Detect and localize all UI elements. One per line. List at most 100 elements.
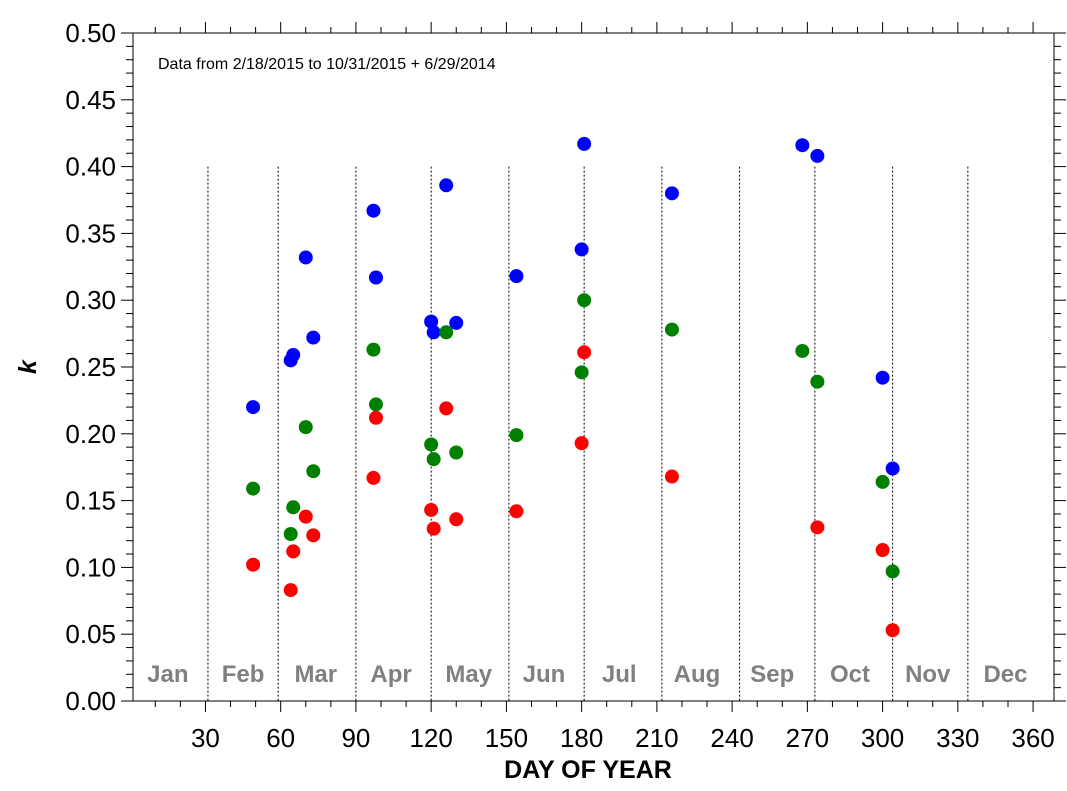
month-label: Jul <box>602 661 637 688</box>
data-point-green <box>509 428 524 443</box>
data-point-green <box>368 397 383 412</box>
data-point-green <box>795 343 810 358</box>
x-tick-label: 270 <box>786 723 829 753</box>
month-label: May <box>445 661 492 688</box>
data-point-red <box>449 512 464 527</box>
data-point-green <box>449 445 464 460</box>
data-point-green <box>424 437 439 452</box>
y-tick-label: 0.30 <box>65 285 116 315</box>
data-point-green <box>283 527 298 541</box>
data-point-red <box>574 436 589 451</box>
x-tick-label: 90 <box>341 723 370 753</box>
data-point-green <box>298 420 313 435</box>
month-label: Jan <box>147 661 188 688</box>
data-range-annotation: Data from 2/18/2015 to 10/31/2015 + 6/29… <box>158 56 496 73</box>
axis-tick-labels: 30 60 90 120 150 180 210 240 270 300 330 360 0.00 0.0… <box>65 18 1054 753</box>
data-point-red <box>577 345 592 360</box>
x-tick-label: 180 <box>560 723 603 753</box>
data-point-blue <box>368 270 383 285</box>
data-point-blue <box>795 138 810 153</box>
data-point-red <box>368 410 383 425</box>
month-labels: Jan Feb Mar Apr May Jun Jul Aug Sep Oct Nov Dec <box>147 661 1027 688</box>
y-tick-label: 0.35 <box>65 218 116 248</box>
data-point-blue <box>449 315 464 330</box>
x-tick-label: 330 <box>936 723 979 753</box>
y-tick-label: 0.05 <box>65 619 116 649</box>
month-label: Sep <box>750 661 794 688</box>
data-point-blue <box>306 330 321 345</box>
x-tick-label: 240 <box>710 723 753 753</box>
data-point-red <box>298 509 313 524</box>
y-tick-label: 0.45 <box>65 85 116 115</box>
y-tick-label: 0.50 <box>65 18 116 48</box>
data-point-red <box>286 544 301 559</box>
y-tick-label: 0.20 <box>65 419 116 449</box>
data-point-blue <box>574 242 589 257</box>
data-point-red <box>283 583 298 598</box>
y-tick-label: 0.00 <box>65 686 116 716</box>
y-axis-title: k <box>14 359 42 374</box>
x-tick-label: 300 <box>861 723 904 753</box>
data-point-blue <box>664 186 679 201</box>
data-point-green <box>426 452 441 467</box>
data-point-red <box>509 504 524 519</box>
data-point-red <box>306 528 321 543</box>
month-dividers <box>207 166 969 701</box>
data-point-blue <box>426 325 441 340</box>
data-point-red <box>875 543 890 558</box>
y-tick-label: 0.25 <box>65 352 116 382</box>
data-point-blue <box>424 314 439 329</box>
y-tick-label: 0.15 <box>65 486 116 516</box>
x-tick-label: 210 <box>635 723 678 753</box>
month-label: Aug <box>674 661 721 688</box>
data-points <box>246 136 900 638</box>
x-tick-label: 150 <box>485 723 528 753</box>
x-tick-label: 30 <box>191 723 220 753</box>
data-point-blue <box>246 400 261 415</box>
y-tick-label: 0.10 <box>65 552 116 582</box>
month-label: Feb <box>222 661 265 688</box>
data-point-blue <box>810 148 825 163</box>
data-point-green <box>366 342 381 357</box>
data-point-red <box>424 502 439 517</box>
month-label: Dec <box>983 661 1027 688</box>
data-point-green <box>286 500 301 515</box>
data-point-red <box>366 470 381 485</box>
plot-frame <box>132 32 1055 702</box>
data-point-red <box>885 623 900 638</box>
data-point-red <box>439 401 454 416</box>
data-point-blue <box>875 370 890 385</box>
data-point-green <box>306 464 321 479</box>
x-axis-title: DAY OF YEAR <box>504 756 672 784</box>
data-point-blue <box>509 269 524 284</box>
data-point-green <box>810 374 825 389</box>
month-label: Apr <box>370 661 411 688</box>
x-tick-label: 360 <box>1011 723 1054 753</box>
data-point-red <box>246 557 261 572</box>
data-point-blue <box>366 203 381 218</box>
axis-ticks <box>121 22 1066 712</box>
data-point-red <box>664 469 679 484</box>
month-label: Jun <box>523 661 566 688</box>
data-point-red <box>810 520 825 535</box>
data-point-blue <box>439 178 454 193</box>
data-point-green <box>246 481 261 496</box>
data-point-red <box>426 521 441 536</box>
data-point-green <box>664 322 679 337</box>
data-point-green <box>577 293 592 308</box>
month-label: Mar <box>294 661 337 688</box>
month-label: Oct <box>830 661 870 688</box>
data-point-blue <box>577 136 592 151</box>
data-point-green <box>439 325 454 340</box>
y-tick-label: 0.40 <box>65 152 116 182</box>
data-point-blue <box>885 461 900 476</box>
x-tick-label: 120 <box>409 723 452 753</box>
data-point-blue <box>286 347 301 362</box>
x-tick-label: 60 <box>266 723 295 753</box>
data-point-green <box>875 474 890 489</box>
data-point-green <box>885 564 900 579</box>
data-point-blue <box>298 250 313 265</box>
month-label: Nov <box>905 661 951 688</box>
